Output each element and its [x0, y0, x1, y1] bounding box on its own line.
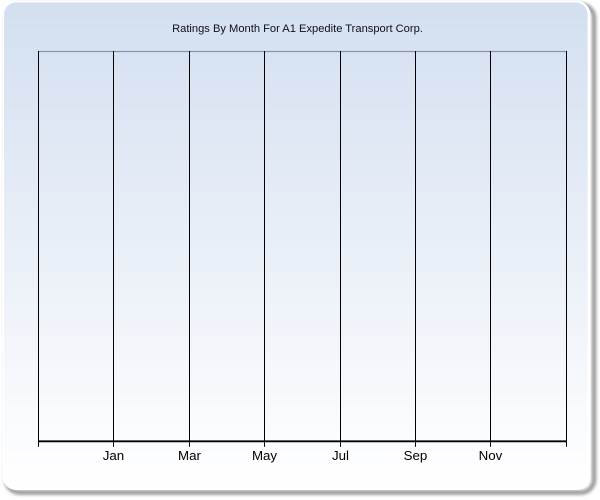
svg-text:Sep: Sep	[404, 448, 428, 463]
svg-text:Ratings By Month For A1 Expedi: Ratings By Month For A1 Expedite Transpo…	[172, 23, 423, 35]
svg-text:Nov: Nov	[479, 448, 503, 463]
svg-text:Jul: Jul	[332, 448, 349, 463]
svg-text:May: May	[252, 448, 277, 463]
svg-text:Mar: Mar	[178, 448, 201, 463]
svg-text:Jan: Jan	[103, 448, 124, 463]
